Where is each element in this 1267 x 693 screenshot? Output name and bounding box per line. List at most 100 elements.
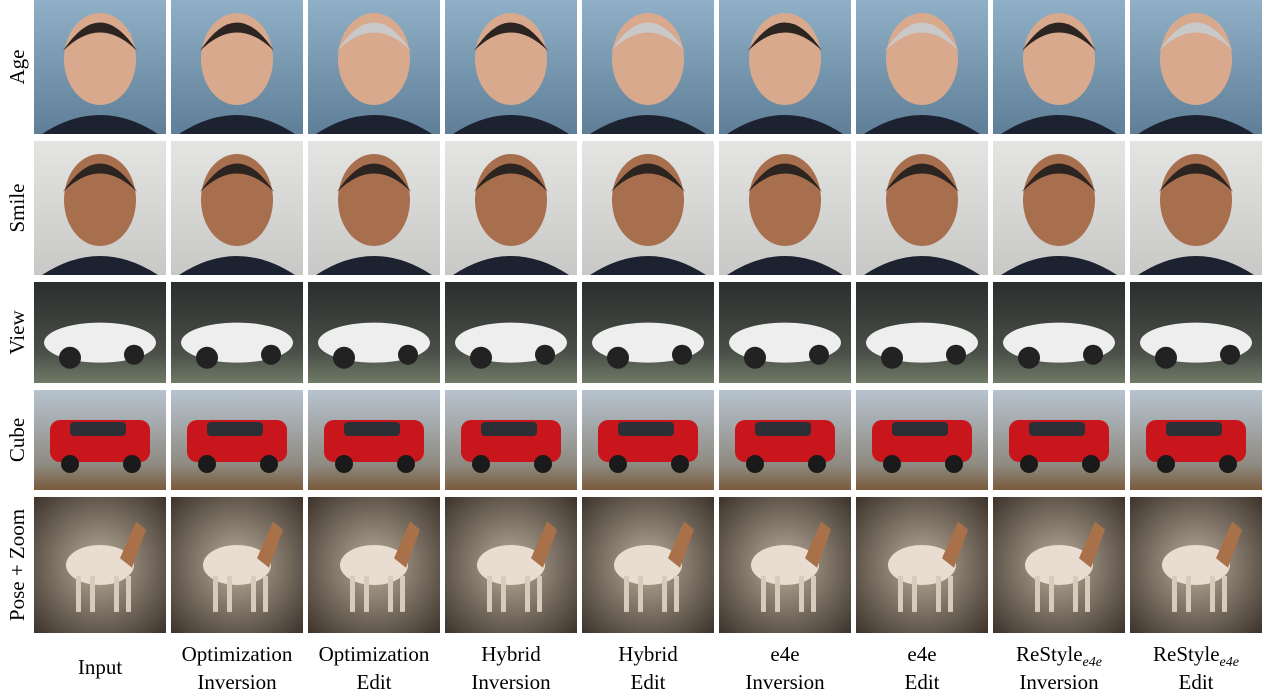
image bbox=[1130, 282, 1262, 383]
image bbox=[993, 0, 1125, 134]
image bbox=[445, 282, 577, 383]
horse-leg bbox=[761, 576, 766, 612]
wheel bbox=[61, 455, 79, 473]
image bbox=[856, 390, 988, 490]
column-label-main: Optimization bbox=[319, 642, 430, 666]
horse-leg bbox=[674, 576, 679, 612]
image bbox=[308, 390, 440, 490]
wheel bbox=[123, 455, 141, 473]
column-label: e4e bbox=[907, 642, 936, 666]
horse-leg bbox=[90, 576, 95, 612]
column-label: ReStylee4e bbox=[1016, 642, 1102, 670]
image bbox=[445, 390, 577, 490]
image bbox=[582, 282, 714, 383]
horse-leg bbox=[1172, 576, 1177, 612]
column-label: Hybrid bbox=[481, 642, 541, 666]
image bbox=[34, 497, 166, 633]
horse-leg bbox=[898, 576, 903, 612]
horse-leg bbox=[400, 576, 405, 612]
horse-leg bbox=[76, 576, 81, 612]
wheel bbox=[671, 455, 689, 473]
image bbox=[993, 141, 1125, 275]
horse-leg bbox=[126, 576, 131, 612]
image bbox=[308, 497, 440, 633]
column-label-main: ReStyle bbox=[1153, 642, 1220, 666]
image bbox=[308, 0, 440, 134]
horse-leg bbox=[114, 576, 119, 612]
row-label: Pose + Zoom bbox=[5, 509, 29, 621]
wheel bbox=[1155, 347, 1177, 369]
horse-leg bbox=[501, 576, 506, 612]
image bbox=[1130, 0, 1262, 134]
image bbox=[993, 390, 1125, 490]
image bbox=[993, 497, 1125, 633]
wheel bbox=[261, 345, 281, 365]
window bbox=[892, 422, 948, 436]
window bbox=[1029, 422, 1085, 436]
column-label-subscript: e4e bbox=[1083, 655, 1102, 670]
image bbox=[582, 497, 714, 633]
wheel bbox=[196, 347, 218, 369]
wheel bbox=[1083, 345, 1103, 365]
horse-leg bbox=[912, 576, 917, 612]
horse-leg bbox=[775, 576, 780, 612]
image bbox=[445, 141, 577, 275]
wheel bbox=[672, 345, 692, 365]
image bbox=[856, 141, 988, 275]
image bbox=[719, 282, 851, 383]
window bbox=[481, 422, 537, 436]
image bbox=[171, 141, 303, 275]
horse-leg bbox=[537, 576, 542, 612]
column-label-main: Hybrid bbox=[618, 642, 678, 666]
wheel bbox=[883, 455, 901, 473]
wheel bbox=[333, 347, 355, 369]
image bbox=[719, 390, 851, 490]
image bbox=[445, 497, 577, 633]
horse-leg bbox=[1085, 576, 1090, 612]
image bbox=[308, 282, 440, 383]
window bbox=[344, 422, 400, 436]
image bbox=[1130, 390, 1262, 490]
row-label: Cube bbox=[5, 418, 29, 462]
wheel bbox=[1157, 455, 1175, 473]
wheel bbox=[59, 347, 81, 369]
wheel bbox=[472, 455, 490, 473]
wheel bbox=[1219, 455, 1237, 473]
wheel bbox=[470, 347, 492, 369]
image bbox=[719, 497, 851, 633]
wheel bbox=[945, 455, 963, 473]
wheel bbox=[260, 455, 278, 473]
horse-leg bbox=[948, 576, 953, 612]
wheel bbox=[946, 345, 966, 365]
column-label-second-line: Inversion bbox=[1019, 670, 1099, 693]
wheel bbox=[1082, 455, 1100, 473]
image bbox=[582, 141, 714, 275]
row-label: View bbox=[5, 310, 29, 355]
image bbox=[719, 0, 851, 134]
column-label-second-line: Inversion bbox=[471, 670, 551, 693]
column-label: Optimization bbox=[319, 642, 430, 666]
wheel bbox=[534, 455, 552, 473]
wheel bbox=[397, 455, 415, 473]
wheel bbox=[535, 345, 555, 365]
horse-leg bbox=[388, 576, 393, 612]
wheel bbox=[398, 345, 418, 365]
wheel bbox=[746, 455, 764, 473]
image bbox=[308, 141, 440, 275]
image bbox=[34, 0, 166, 134]
image bbox=[1130, 141, 1262, 275]
image bbox=[171, 0, 303, 134]
horse-leg bbox=[251, 576, 256, 612]
horse-leg bbox=[936, 576, 941, 612]
image bbox=[993, 282, 1125, 383]
column-label: e4e bbox=[770, 642, 799, 666]
horse-leg bbox=[1186, 576, 1191, 612]
wheel bbox=[881, 347, 903, 369]
column-label: Input bbox=[78, 655, 122, 679]
wheel bbox=[809, 345, 829, 365]
horse-leg bbox=[638, 576, 643, 612]
image bbox=[1130, 497, 1262, 633]
wheel bbox=[124, 345, 144, 365]
column-label-second-line: Inversion bbox=[197, 670, 277, 693]
wheel bbox=[744, 347, 766, 369]
